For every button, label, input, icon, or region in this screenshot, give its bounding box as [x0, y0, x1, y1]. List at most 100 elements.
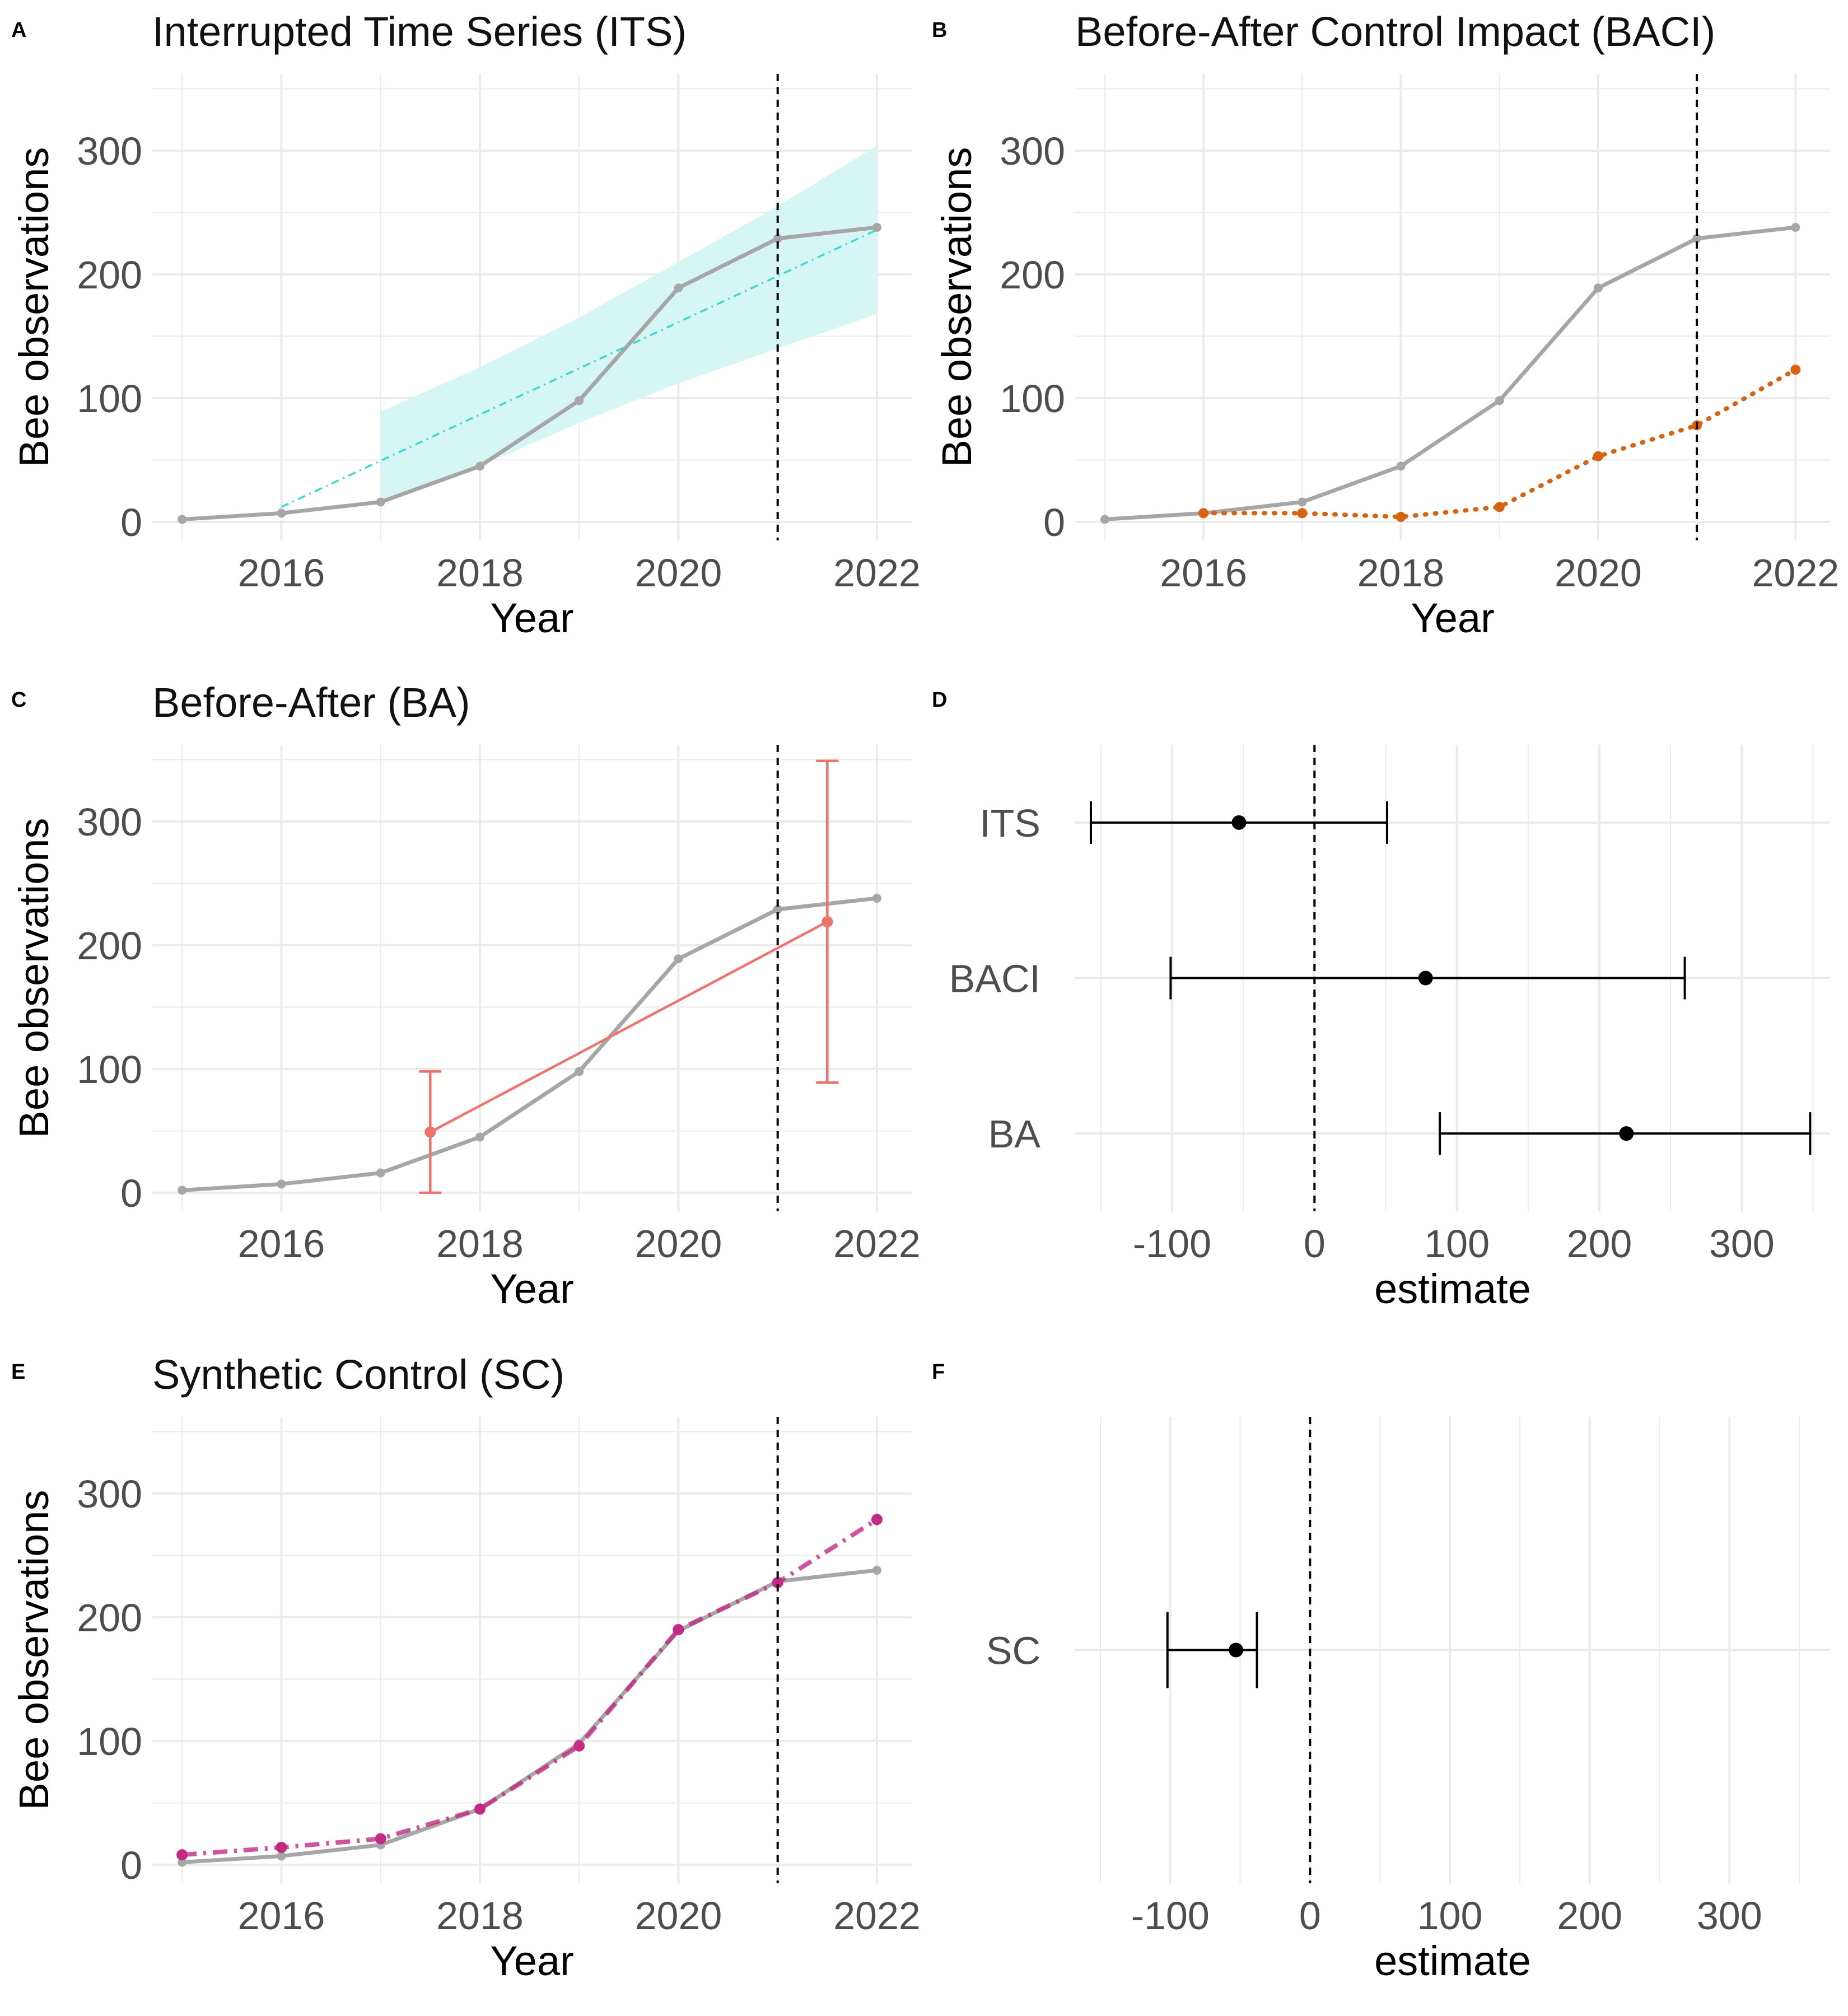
estimate-point — [1418, 970, 1433, 986]
y-tick-label: 200 — [77, 924, 142, 968]
panel-title: Interrupted Time Series (ITS) — [152, 8, 687, 55]
x-tick-label: 2016 — [1160, 551, 1247, 595]
y-axis-title: Bee observations — [11, 1490, 57, 1810]
x-tick-label: 2020 — [635, 551, 722, 595]
control-point — [1790, 365, 1801, 375]
control-point — [1396, 512, 1406, 522]
y-tick-label: 100 — [1000, 377, 1065, 421]
y-axis-title: Bee observations — [11, 147, 57, 468]
y-tick-label: 200 — [77, 1596, 142, 1640]
x-tick-label: -100 — [1131, 1894, 1210, 1938]
y-category-label: ITS — [979, 801, 1040, 845]
grid — [152, 745, 912, 1211]
x-tick-label: 2018 — [1357, 551, 1445, 595]
x-tick-label: 200 — [1557, 1894, 1622, 1938]
x-tick-label: 2020 — [635, 1894, 722, 1938]
panel-f: F -100 0 100 200 300 SC estimate — [932, 1360, 1830, 1984]
confidence-band — [380, 146, 877, 501]
panel-title: Before-After Control Impact (BACI) — [1075, 8, 1715, 55]
x-axis-title: Year — [490, 1938, 574, 1984]
control-point — [1297, 508, 1308, 519]
x-tick-label: 2022 — [833, 1222, 921, 1266]
estimate-point — [1229, 1642, 1244, 1658]
synthetic-point — [871, 1514, 883, 1525]
y-axis-title: Bee observations — [934, 147, 980, 468]
x-tick-label: 2016 — [238, 551, 325, 595]
y-tick-label: 0 — [120, 1172, 142, 1215]
observed-line — [1104, 225, 1796, 521]
x-tick-label: 2016 — [238, 1894, 325, 1938]
synthetic-point — [474, 1803, 486, 1815]
panel-title: Before-After (BA) — [152, 679, 470, 726]
observed-point — [277, 1179, 286, 1189]
x-axis-title: Year — [1411, 595, 1495, 641]
observed-point — [475, 461, 484, 471]
synthetic-point — [573, 1740, 585, 1752]
x-tick-label: 2018 — [436, 551, 524, 595]
observed-point — [475, 1132, 484, 1142]
grid — [1075, 74, 1830, 540]
observed-point — [674, 283, 683, 293]
panel-d: D -100 0 100 200 300 ITS BACI BA estimate — [932, 688, 1830, 1312]
synthetic-line — [181, 1518, 879, 1858]
x-tick-label: 2020 — [1555, 551, 1642, 595]
y-tick-label: 300 — [1000, 129, 1065, 173]
y-tick-label: 0 — [120, 1844, 142, 1887]
x-axis-title: estimate — [1374, 1938, 1531, 1984]
observed-line — [181, 896, 878, 1192]
observed-point — [178, 1858, 187, 1867]
observed-point — [1593, 283, 1603, 293]
panel-title: Synthetic Control (SC) — [152, 1351, 564, 1398]
ba-line — [430, 920, 828, 1133]
y-tick-label: 0 — [120, 501, 142, 544]
y-tick-label: 0 — [1043, 501, 1065, 544]
control-point — [1593, 451, 1603, 461]
x-tick-label: 2022 — [1752, 551, 1839, 595]
synthetic-point — [276, 1841, 287, 1853]
observed-point — [1692, 234, 1702, 243]
observed-point — [773, 234, 782, 243]
observed-point — [674, 954, 683, 964]
observed-point — [773, 904, 782, 914]
y-category-label: BACI — [949, 957, 1040, 1001]
control-point — [1494, 502, 1505, 512]
panel-e: E Synthetic Control (SC) 2016 2018 2020 2022 0… — [11, 1351, 921, 1984]
observed-point — [178, 1186, 187, 1195]
panel-letter: E — [11, 1360, 25, 1384]
panel-letter: D — [932, 688, 947, 712]
x-tick-label: 2022 — [833, 551, 921, 595]
y-tick-label: 200 — [77, 253, 142, 297]
observed-point — [575, 396, 584, 405]
x-tick-label: 300 — [1697, 1894, 1762, 1938]
x-axis-title: estimate — [1374, 1266, 1531, 1312]
observed-point — [277, 1851, 286, 1861]
y-tick-label: 100 — [77, 1720, 142, 1763]
ba-point — [424, 1126, 436, 1138]
panel-c: C Before-After (BA) 2016 2018 2020 2022 0 100 20… — [11, 679, 921, 1312]
panel-b: B Before-After Control Impact (BACI) 2016 2… — [932, 8, 1839, 641]
x-tick-label: 2018 — [436, 1894, 524, 1938]
y-tick-label: 300 — [77, 129, 142, 173]
x-tick-label: 0 — [1299, 1894, 1321, 1938]
observed-point — [376, 1168, 385, 1178]
observed-point — [277, 508, 286, 518]
y-tick-label: 100 — [77, 377, 142, 421]
observed-line — [181, 1568, 878, 1864]
x-tick-label: -100 — [1133, 1222, 1211, 1266]
synthetic-point — [375, 1833, 386, 1845]
estimate-point — [1619, 1126, 1634, 1141]
x-tick-label: 2022 — [833, 1894, 921, 1938]
y-tick-label: 300 — [77, 800, 142, 844]
x-tick-label: 2018 — [436, 1222, 524, 1266]
x-tick-label: 100 — [1417, 1894, 1483, 1938]
panel-a: A Interrupted Time Series (ITS) 2016 2018 20… — [11, 8, 921, 641]
ba-point — [822, 916, 833, 927]
synthetic-point — [673, 1624, 684, 1636]
observed-point — [178, 515, 187, 524]
observed-point — [1495, 396, 1504, 405]
x-tick-label: 0 — [1304, 1222, 1326, 1266]
observed-point — [1298, 497, 1307, 507]
synthetic-point — [176, 1849, 188, 1861]
x-tick-label: 100 — [1424, 1222, 1490, 1266]
